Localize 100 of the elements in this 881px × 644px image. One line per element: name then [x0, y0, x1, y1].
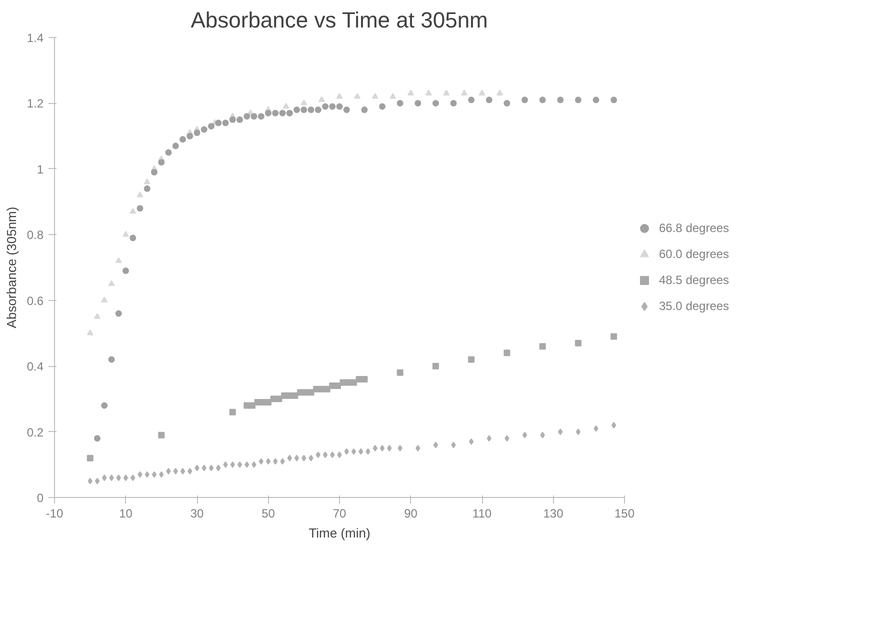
point — [230, 461, 235, 468]
point — [229, 116, 236, 123]
point — [308, 106, 314, 114]
point — [159, 471, 164, 478]
point — [138, 471, 142, 478]
point — [123, 474, 128, 482]
legend-label: 35.0 degrees — [659, 299, 730, 313]
x-tick-label: 70 — [332, 506, 346, 520]
x-axis-title: Time (min) — [308, 526, 370, 540]
point — [610, 333, 618, 340]
point — [88, 478, 92, 484]
point — [151, 168, 158, 176]
x-tick-label: 110 — [472, 506, 492, 520]
point — [294, 106, 300, 114]
point — [610, 96, 618, 104]
point — [194, 130, 200, 136]
point — [86, 330, 94, 336]
point — [443, 90, 450, 96]
point — [451, 442, 456, 448]
point — [208, 464, 214, 472]
y-tick-label: 0.4 — [26, 360, 44, 374]
point — [460, 90, 468, 96]
point — [425, 90, 432, 96]
point — [344, 448, 349, 455]
point — [574, 96, 582, 104]
point — [594, 425, 598, 432]
point — [180, 468, 186, 474]
point — [308, 389, 314, 396]
point — [208, 122, 214, 130]
point — [287, 454, 292, 462]
point — [432, 362, 439, 370]
point — [273, 458, 278, 465]
point — [122, 268, 129, 274]
point — [94, 313, 100, 319]
point — [136, 192, 144, 198]
point — [468, 96, 475, 104]
point — [130, 208, 136, 214]
point — [450, 100, 457, 106]
point — [292, 392, 298, 399]
point — [130, 234, 136, 242]
point — [94, 435, 100, 442]
point — [101, 296, 108, 302]
point — [272, 110, 279, 116]
point — [122, 230, 129, 237]
point — [387, 444, 392, 452]
point — [433, 442, 438, 448]
point — [574, 340, 582, 346]
point — [222, 120, 229, 126]
point — [294, 454, 300, 462]
point — [558, 428, 563, 436]
x-tick-label: -10 — [46, 506, 64, 520]
point — [539, 96, 546, 104]
point — [216, 464, 221, 472]
point — [200, 126, 208, 133]
point — [611, 422, 616, 428]
point — [109, 474, 114, 482]
point — [237, 461, 242, 468]
point — [302, 454, 306, 462]
x-tick-label: 150 — [614, 506, 635, 520]
point — [286, 110, 293, 116]
point — [316, 452, 320, 458]
point — [108, 280, 115, 286]
x-tick-label: 130 — [543, 506, 564, 520]
point — [486, 435, 492, 442]
point — [244, 113, 250, 120]
point — [343, 106, 350, 114]
point — [130, 474, 136, 482]
point — [322, 452, 328, 458]
point — [101, 402, 108, 409]
point — [282, 102, 290, 109]
point — [468, 438, 474, 445]
point — [250, 113, 258, 120]
point — [504, 435, 510, 442]
y-tick-label: 1 — [36, 162, 44, 176]
point — [202, 464, 206, 472]
point — [557, 96, 564, 104]
point — [258, 113, 264, 120]
point — [398, 444, 402, 452]
point — [372, 92, 378, 99]
point — [522, 432, 528, 438]
point — [265, 110, 272, 116]
point — [396, 100, 404, 106]
point — [116, 474, 121, 482]
x-tick-label: 10 — [119, 506, 133, 520]
y-tick-label: 1.2 — [26, 96, 44, 111]
point — [248, 402, 256, 409]
point — [144, 178, 150, 184]
point — [539, 343, 546, 350]
point — [115, 257, 122, 264]
point — [194, 464, 200, 472]
point — [330, 452, 335, 458]
point — [337, 452, 342, 458]
point — [366, 448, 370, 455]
point — [504, 100, 510, 106]
point — [144, 471, 150, 478]
point — [258, 458, 264, 465]
point — [308, 454, 314, 462]
point — [136, 205, 144, 212]
point — [379, 103, 386, 110]
point — [329, 103, 336, 110]
